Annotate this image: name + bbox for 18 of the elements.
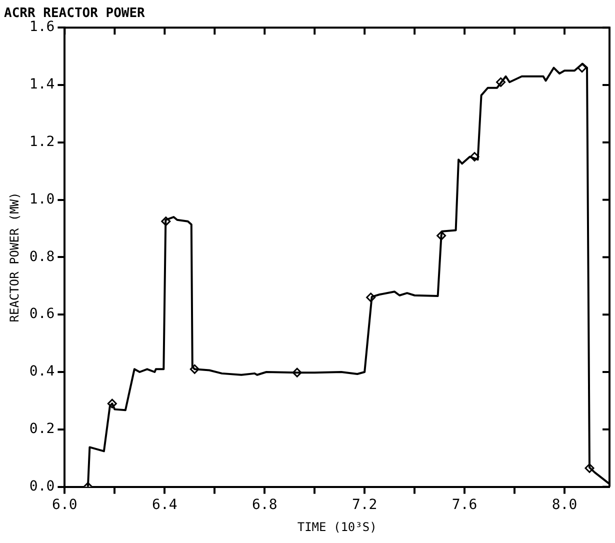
chart-title: ACRR REACTOR POWER	[4, 6, 146, 22]
y-tick-label: 0.2	[29, 421, 55, 438]
y-tick-label: 0.8	[29, 248, 55, 265]
y-tick-label: 1.6	[29, 19, 55, 36]
x-tick-label: 7.2	[352, 496, 378, 513]
y-tick-label: 1.4	[29, 76, 55, 93]
x-tick-label: 7.6	[452, 496, 478, 513]
y-tick-label: 0.0	[29, 478, 55, 494]
x-tick-label: 8.0	[552, 496, 578, 513]
y-axis-title: REACTOR POWER (MW)	[7, 192, 22, 322]
y-tick-label: 1.2	[29, 134, 55, 150]
x-tick-label: 6.4	[152, 496, 178, 513]
y-tick-label: 1.0	[29, 191, 55, 208]
y-tick-label: 0.4	[29, 364, 55, 380]
x-tick-label: 6.0	[52, 496, 78, 513]
x-axis-title: TIME (10³S)	[297, 520, 377, 534]
x-tick-label: 6.8	[252, 496, 278, 513]
y-tick-label: 0.6	[29, 306, 55, 322]
